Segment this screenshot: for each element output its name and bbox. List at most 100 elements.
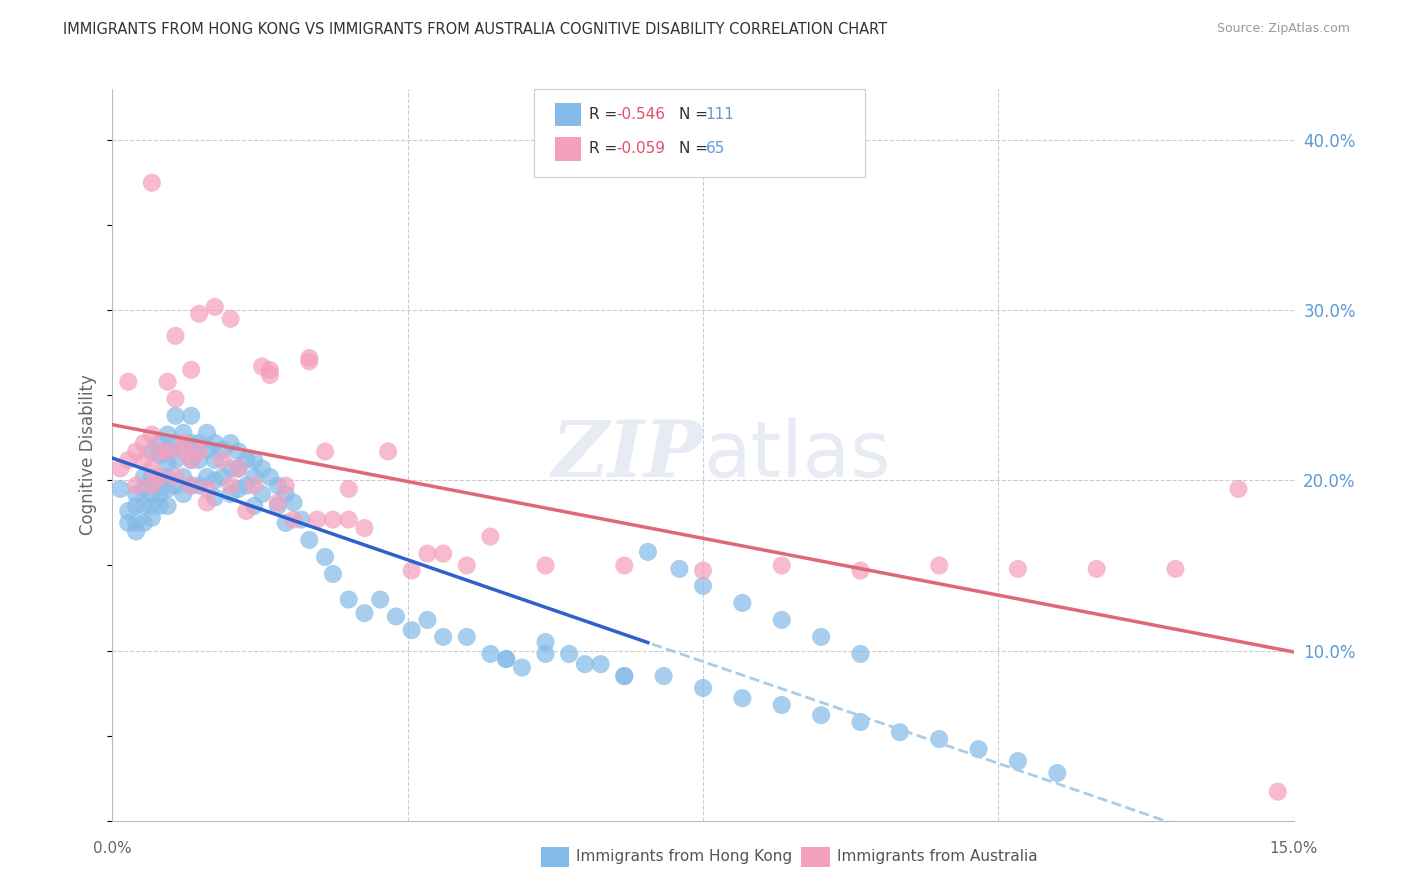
Point	[117, 516, 139, 530]
Point	[211, 470, 233, 484]
Point	[1007, 562, 1029, 576]
Point	[322, 566, 344, 581]
Point	[849, 714, 872, 729]
Point	[228, 461, 250, 475]
Point	[298, 354, 321, 368]
Point	[849, 647, 872, 661]
Point	[274, 478, 297, 492]
Point	[613, 669, 636, 683]
Point	[117, 375, 139, 389]
Point	[1227, 482, 1250, 496]
Point	[1267, 785, 1289, 799]
Point	[250, 359, 273, 374]
Point	[188, 436, 211, 450]
Point	[149, 448, 172, 462]
Point	[172, 487, 194, 501]
Point	[692, 681, 714, 695]
Point	[456, 558, 478, 573]
Point	[250, 461, 273, 475]
Point	[353, 521, 375, 535]
Text: 0.0%: 0.0%	[93, 841, 132, 856]
Point	[322, 512, 344, 526]
Point	[141, 427, 163, 442]
Point	[211, 453, 233, 467]
Point	[149, 444, 172, 458]
Point	[172, 436, 194, 450]
Text: -0.059: -0.059	[616, 142, 665, 156]
Point	[243, 478, 266, 492]
Point	[1046, 766, 1069, 780]
Point	[149, 487, 172, 501]
Point	[432, 630, 454, 644]
Point	[219, 461, 242, 475]
Text: ZIP: ZIP	[551, 417, 703, 493]
Point	[534, 647, 557, 661]
Point	[195, 470, 218, 484]
Point	[368, 592, 391, 607]
Point	[180, 363, 202, 377]
Point	[180, 478, 202, 492]
Point	[188, 307, 211, 321]
Point	[314, 444, 336, 458]
Point	[731, 691, 754, 706]
Point	[337, 592, 360, 607]
Point	[1164, 562, 1187, 576]
Point	[243, 499, 266, 513]
Y-axis label: Cognitive Disability: Cognitive Disability	[79, 375, 97, 535]
Point	[156, 444, 179, 458]
Point	[534, 558, 557, 573]
Text: 15.0%: 15.0%	[1270, 841, 1317, 856]
Point	[652, 669, 675, 683]
Point	[195, 495, 218, 509]
Point	[810, 630, 832, 644]
Point	[432, 547, 454, 561]
Point	[283, 512, 305, 526]
Point	[156, 482, 179, 496]
Point	[770, 698, 793, 712]
Point	[274, 487, 297, 501]
Point	[188, 478, 211, 492]
Point	[274, 516, 297, 530]
Point	[235, 478, 257, 492]
Point	[204, 474, 226, 488]
Point	[125, 487, 148, 501]
Point	[928, 731, 950, 746]
Point	[165, 409, 187, 423]
Point	[110, 482, 132, 496]
Point	[156, 375, 179, 389]
Point	[479, 530, 502, 544]
Point	[125, 516, 148, 530]
Point	[172, 442, 194, 457]
Point	[141, 461, 163, 475]
Point	[141, 470, 163, 484]
Point	[219, 487, 242, 501]
Point	[495, 652, 517, 666]
Point	[337, 482, 360, 496]
Point	[117, 504, 139, 518]
Point	[156, 470, 179, 484]
Text: -0.546: -0.546	[616, 107, 665, 121]
Point	[298, 533, 321, 547]
Point	[165, 436, 187, 450]
Point	[132, 482, 155, 496]
Point	[156, 442, 179, 457]
Text: IMMIGRANTS FROM HONG KONG VS IMMIGRANTS FROM AUSTRALIA COGNITIVE DISABILITY CORR: IMMIGRANTS FROM HONG KONG VS IMMIGRANTS …	[63, 22, 887, 37]
Point	[731, 596, 754, 610]
Point	[574, 657, 596, 672]
Point	[125, 478, 148, 492]
Point	[456, 630, 478, 644]
Point	[385, 609, 408, 624]
Point	[172, 425, 194, 440]
Point	[165, 329, 187, 343]
Text: R =: R =	[589, 142, 623, 156]
Point	[613, 669, 636, 683]
Point	[298, 351, 321, 365]
Point	[195, 425, 218, 440]
Point	[195, 442, 218, 457]
Point	[156, 427, 179, 442]
Point	[211, 442, 233, 457]
Point	[259, 470, 281, 484]
Point	[165, 392, 187, 406]
Point	[495, 652, 517, 666]
Point	[416, 547, 439, 561]
